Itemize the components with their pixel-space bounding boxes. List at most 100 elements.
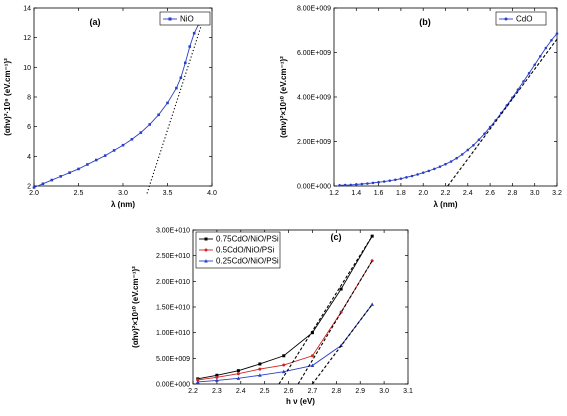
- data-point: [516, 88, 520, 91]
- data-point: [281, 369, 286, 374]
- x-tick-label: 1.8: [396, 190, 406, 197]
- data-point: [405, 176, 408, 179]
- y-tick-label: 8: [27, 95, 31, 102]
- data-point: [59, 175, 62, 178]
- data-point: [527, 71, 531, 75]
- panel-label: (c): [331, 232, 342, 242]
- y-tick-label: 2.50E+010: [156, 253, 190, 260]
- chart-panel-2: 1.2 1.4 1.6 1.8 2.0 2.2 2.4 2.6 2.8 3.0 3.2 0.00E+0…: [279, 6, 562, 210]
- data-point: [77, 167, 80, 171]
- data-point: [130, 137, 134, 141]
- data-point: [310, 363, 315, 368]
- data-point: [410, 174, 414, 178]
- fit-line: [146, 19, 204, 194]
- y-tick-label: 14: [23, 6, 31, 13]
- data-point: [366, 182, 369, 185]
- plot-frame: [333, 7, 558, 187]
- data-point: [121, 143, 125, 147]
- x-tick-label: 2.2: [441, 190, 451, 197]
- y-tick-label: 10: [23, 65, 31, 72]
- legend-entry-label: CdO: [516, 15, 532, 24]
- y-tick-label: 3.00E+010: [156, 228, 190, 235]
- series-line: [33, 19, 204, 188]
- x-tick-label: 1.2: [329, 190, 339, 197]
- x-tick-label: 2.8: [331, 388, 341, 395]
- y-tick-label: 4: [27, 154, 31, 161]
- data-point: [360, 182, 364, 186]
- x-axis-title: h ν (eV): [286, 397, 315, 406]
- data-point: [399, 177, 403, 180]
- x-tick-label: 2.8: [508, 190, 518, 197]
- x-tick-label: 1.6: [374, 190, 384, 197]
- data-point: [455, 156, 458, 160]
- data-point: [236, 376, 241, 380]
- x-tick-label: 2.5: [74, 190, 84, 197]
- x-tick-label: 3.2: [552, 190, 562, 197]
- data-point: [175, 86, 178, 90]
- x-tick-label: 2.0: [29, 190, 39, 197]
- data-point: [195, 379, 200, 384]
- legend-swatch-marker: [204, 248, 208, 252]
- data-point: [157, 113, 160, 117]
- legend-entry-label: NiO: [180, 15, 194, 24]
- y-tick-label: 8.00E+009: [297, 6, 331, 13]
- data-point: [338, 184, 341, 187]
- data-point: [339, 287, 343, 291]
- data-point: [236, 372, 240, 376]
- legend-entry-label: 0.75CdO/NiO/PSi: [216, 235, 279, 244]
- x-tick-label: 1.4: [351, 190, 361, 197]
- y-tick-label: 1.00E+010: [156, 330, 190, 337]
- x-tick-label: 3.0: [379, 388, 389, 395]
- chart-panel-3: 2.2 2.3 2.4 2.5 2.6 2.7 2.8 2.9 3.0 3.1 0.00E+000 5…: [131, 228, 413, 407]
- data-point: [95, 158, 98, 162]
- x-tick-label: 2.4: [463, 190, 473, 197]
- x-tick-label: 3.0: [118, 190, 128, 197]
- series-line: [197, 260, 373, 381]
- data-point: [550, 38, 553, 42]
- data-point: [215, 375, 219, 379]
- x-tick-label: 2.3: [212, 388, 222, 395]
- series-line: [197, 235, 373, 380]
- data-point: [477, 138, 481, 142]
- fit-line: [447, 38, 558, 187]
- data-point: [460, 153, 464, 156]
- y-tick-label: 2.00E+010: [156, 279, 190, 286]
- data-point: [41, 182, 45, 186]
- y-tick-label: 0.00E+000: [156, 382, 190, 389]
- series-line: [197, 304, 373, 383]
- data-point: [192, 31, 196, 35]
- x-tick-label: 3.5: [163, 190, 173, 197]
- data-point: [258, 373, 262, 377]
- data-point: [50, 178, 54, 182]
- data-point: [538, 54, 542, 58]
- data-point: [444, 162, 447, 166]
- chart-panel-1: 2.0 2.5 3.0 3.5 4.0 2 4 6 8 10 12 14 λ (nm) (αhν)²·10…: [3, 6, 217, 210]
- legend-box: [159, 11, 211, 26]
- data-point: [388, 179, 392, 182]
- data-point: [103, 154, 107, 157]
- data-point: [310, 331, 314, 335]
- data-point: [32, 186, 36, 189]
- plot-frame: [33, 7, 213, 187]
- y-tick-label: 2: [27, 184, 31, 191]
- x-tick-label: 3.0: [530, 190, 540, 197]
- data-point: [215, 378, 219, 382]
- x-tick-label: 2.0: [418, 190, 428, 197]
- data-point: [555, 32, 559, 35]
- x-tick-label: 2.2: [188, 388, 198, 395]
- legend-swatch-marker: [504, 17, 508, 21]
- data-point: [370, 234, 374, 238]
- data-point: [349, 183, 353, 187]
- legend-entry-label: 0.25CdO/NiO/PSi: [216, 257, 279, 266]
- data-point: [377, 180, 380, 184]
- data-point: [433, 167, 436, 171]
- data-point: [282, 354, 286, 358]
- x-tick-label: 2.4: [236, 388, 246, 395]
- y-tick-label: 1.50E+010: [156, 305, 190, 312]
- data-point: [370, 302, 374, 306]
- y-axis-title: (αhν)²×10¹⁰ (eV.cm⁻¹)²: [131, 266, 140, 348]
- fit-line: [297, 260, 373, 385]
- data-point: [188, 45, 192, 48]
- data-point: [427, 169, 431, 173]
